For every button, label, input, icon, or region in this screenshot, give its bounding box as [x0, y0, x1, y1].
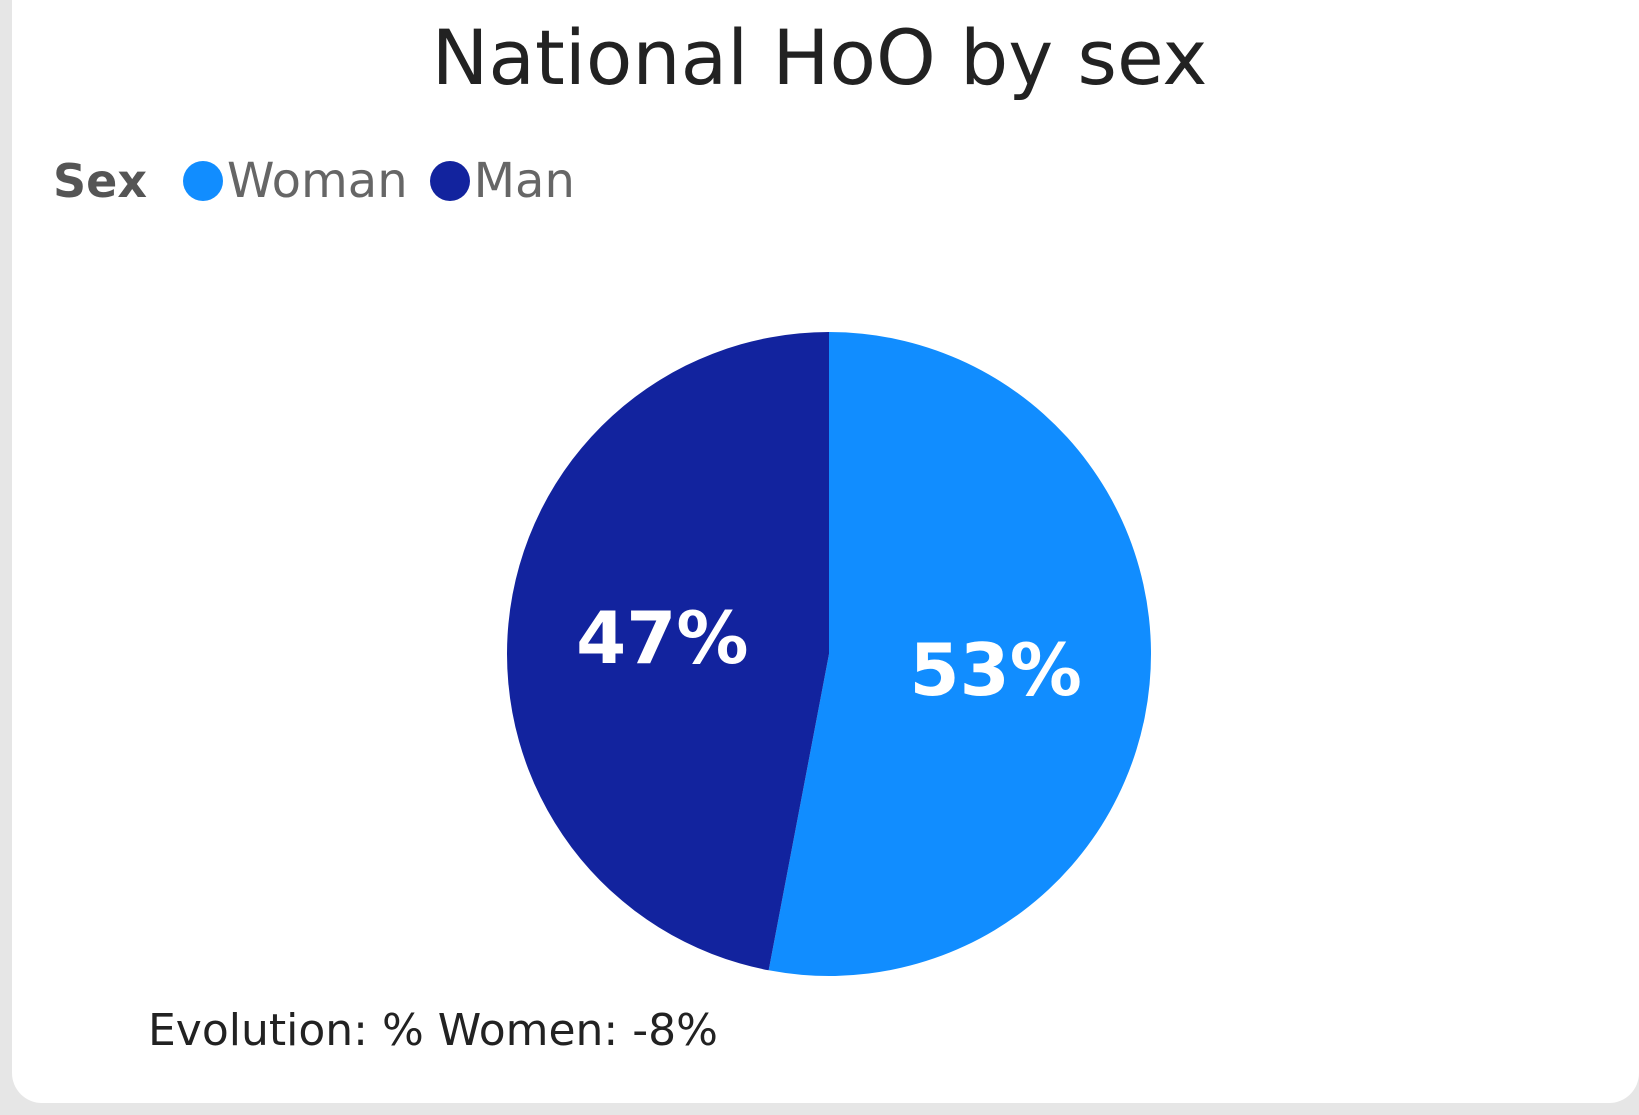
legend-label-woman: Woman: [227, 153, 408, 209]
pie-slice-man[interactable]: [506, 332, 829, 971]
legend-title: Sex: [53, 154, 147, 208]
legend-dot-woman-icon: [183, 161, 223, 201]
data-label-man: 47%: [576, 596, 748, 680]
legend-item-woman[interactable]: Woman: [183, 153, 408, 209]
legend: Sex Woman Man: [53, 152, 597, 210]
legend-dot-man-icon: [429, 161, 470, 201]
evolution-note: Evolution: % Women: -8%: [148, 1005, 718, 1056]
legend-label-man: Man: [473, 153, 575, 209]
pie-slice-woman[interactable]: [768, 332, 1151, 976]
data-label-woman: 53%: [910, 628, 1082, 712]
legend-item-man[interactable]: Man: [429, 153, 575, 209]
chart-title: National HoO by sex: [431, 13, 1208, 102]
